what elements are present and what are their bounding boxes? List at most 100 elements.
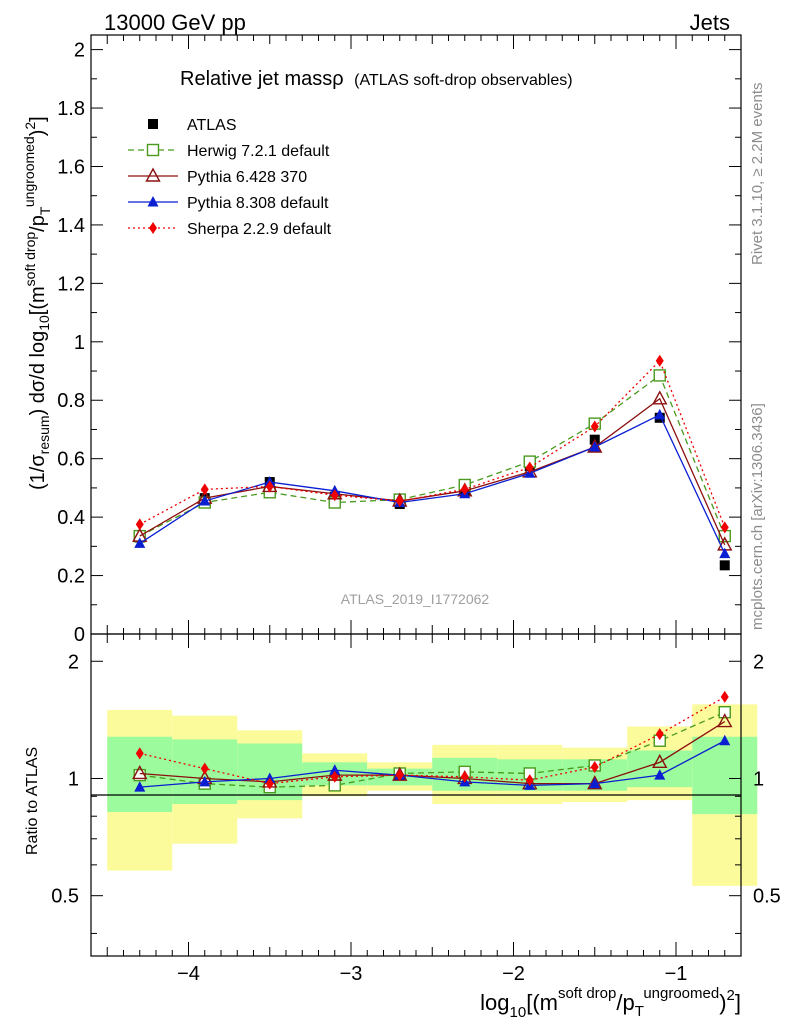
x-tick-label: −2 xyxy=(502,963,525,985)
ratio-series-sherpa xyxy=(135,690,729,790)
pythia8-point xyxy=(589,440,601,452)
ratio-y-label: Ratio to ATLAS xyxy=(24,747,41,855)
ratio-sherpa-point xyxy=(525,774,534,787)
mcplots-label: mcplots.cern.ch [arXiv:1306.3436] xyxy=(749,403,766,630)
ratio-y-tick-label: 1 xyxy=(68,768,79,790)
ratio-pythia6-point xyxy=(132,765,148,780)
ratio-herwig-line xyxy=(139,711,726,788)
herwig-line xyxy=(139,374,726,537)
x-tick-label: −4 xyxy=(177,963,200,985)
main-y-tick-label: 1.4 xyxy=(57,215,85,237)
legend-item-pythia6: Pythia 6.428 370 xyxy=(128,167,307,186)
ratio-y-tick-label: 0.5 xyxy=(51,886,79,908)
sherpa-point xyxy=(590,420,599,433)
ratio-pythia6-point xyxy=(717,713,733,728)
ratio-pythia8-point xyxy=(719,734,731,746)
legend-marker xyxy=(147,196,159,207)
main-y-tick-label: 1.2 xyxy=(57,273,85,295)
ratio-sherpa-point xyxy=(265,777,274,790)
legend-marker xyxy=(145,167,161,182)
legend-label: Pythia 6.428 370 xyxy=(187,169,307,186)
ratio-pythia8-point xyxy=(199,775,211,787)
ratio-y-tick-label-right: 0.5 xyxy=(753,886,781,908)
ratio-y-tick-label: 2 xyxy=(68,651,79,673)
ratio-pythia8-point xyxy=(654,769,666,780)
legend-marker xyxy=(146,143,160,157)
ratio-pythia8-point xyxy=(329,764,341,775)
pythia6-line xyxy=(139,397,726,546)
main-y-tick-label: 0 xyxy=(74,624,85,646)
sherpa-point xyxy=(655,354,664,367)
main-y-tick-label: 1.8 xyxy=(57,98,85,120)
pythia8-line xyxy=(139,413,726,554)
ratio-pythia8-point xyxy=(589,777,601,789)
main-panel: ATLAS_2019_I1772062 0 0.2 0.4 0.6 0.8 1 1.2 1.4… xyxy=(57,34,742,646)
ratio-pythia8-point xyxy=(134,781,146,792)
main-y-tick-label: 0.2 xyxy=(57,566,85,588)
sherpa-line xyxy=(139,359,726,528)
analysis-watermark: ATLAS_2019_I1772062 xyxy=(341,591,490,607)
legend-label: Sherpa 2.2.9 default xyxy=(187,221,332,238)
legend-label: Pythia 8.308 default xyxy=(187,195,329,212)
pythia6-point xyxy=(652,390,668,405)
series-sherpa xyxy=(135,354,729,534)
ratio-pythia6-point xyxy=(652,753,668,769)
main-y-tick-label: 0.8 xyxy=(57,390,85,412)
ratio-sherpa-point xyxy=(135,747,144,760)
main-y-tick-label: 1 xyxy=(74,332,85,354)
legend-item-atlas: ATLAS xyxy=(148,117,237,134)
legend-item-sherpa: Sherpa 2.2.9 default xyxy=(128,221,332,238)
ratio-y-tick-label-right: 1 xyxy=(753,768,764,790)
category-label: Jets xyxy=(690,10,730,35)
ratio-band-inner xyxy=(692,736,758,815)
sherpa-point xyxy=(200,483,209,496)
main-y-tick-label: 0.6 xyxy=(57,449,85,471)
legend-label: Herwig 7.2.1 default xyxy=(187,143,330,160)
sherpa-point xyxy=(135,518,144,531)
pythia8-point xyxy=(719,547,731,559)
ratio-sherpa-point xyxy=(460,770,469,783)
ratio-sherpa-point xyxy=(200,762,209,775)
ratio-pythia8-line xyxy=(139,740,726,788)
ratio-y-tick-label-right: 2 xyxy=(753,651,764,673)
herwig-point xyxy=(653,369,666,382)
x-tick-label: −3 xyxy=(340,963,363,985)
legend-item-pythia8: Pythia 8.308 default xyxy=(128,195,329,212)
legend: ATLAS Herwig 7.2.1 default Pythia 6.428 37… xyxy=(128,117,332,238)
sherpa-point xyxy=(330,489,339,502)
ratio-herwig-point xyxy=(133,768,146,782)
x-axis-label: log10[(msoft drop/pTungroomed)2] xyxy=(480,985,741,1021)
main-y-tick-label: 2 xyxy=(74,40,85,62)
ratio-sherpa-point xyxy=(590,761,599,774)
chart-title-main: Relative jet massρ xyxy=(180,68,344,90)
sherpa-point xyxy=(460,483,469,496)
pythia8-point xyxy=(199,495,211,506)
ratio-sherpa-point xyxy=(395,769,404,782)
ratio-sherpa-line xyxy=(139,696,726,785)
main-y-label: (1/σresum) dσ/d log10[(msoft drop/pTungr… xyxy=(21,116,53,490)
legend-marker xyxy=(149,222,157,234)
energy-label: 13000 GeV pp xyxy=(104,10,246,35)
main-y-tick-label: 1.6 xyxy=(57,156,85,178)
legend-label: ATLAS xyxy=(187,117,237,134)
rivet-label: Rivet 3.1.10, ≥ 2.2M events xyxy=(749,83,766,266)
ratio-sherpa-point xyxy=(330,770,339,783)
ratio-sherpa-point xyxy=(655,728,664,741)
atlas-point xyxy=(719,560,730,571)
ratio-panel: 0.5 0.5 1 1 2 2 xyxy=(51,633,781,957)
ratio-herwig-point xyxy=(718,705,731,719)
legend-item-herwig: Herwig 7.2.1 default xyxy=(128,143,330,160)
main-y-tick-label: 0.4 xyxy=(57,507,85,529)
pythia8-point xyxy=(134,537,146,548)
series-pythia8 xyxy=(134,408,731,559)
sherpa-point xyxy=(720,521,729,534)
pythia8-point xyxy=(654,408,666,420)
series-atlas xyxy=(134,412,730,571)
x-tick-label: −1 xyxy=(665,963,688,985)
sherpa-point xyxy=(525,461,534,474)
chart-title-sub: (ATLAS soft-drop observables) xyxy=(354,72,572,89)
legend-marker xyxy=(148,119,158,129)
series-pythia6 xyxy=(132,390,733,551)
chart-title: Relative jet massρ (ATLAS soft-drop obse… xyxy=(180,68,573,90)
